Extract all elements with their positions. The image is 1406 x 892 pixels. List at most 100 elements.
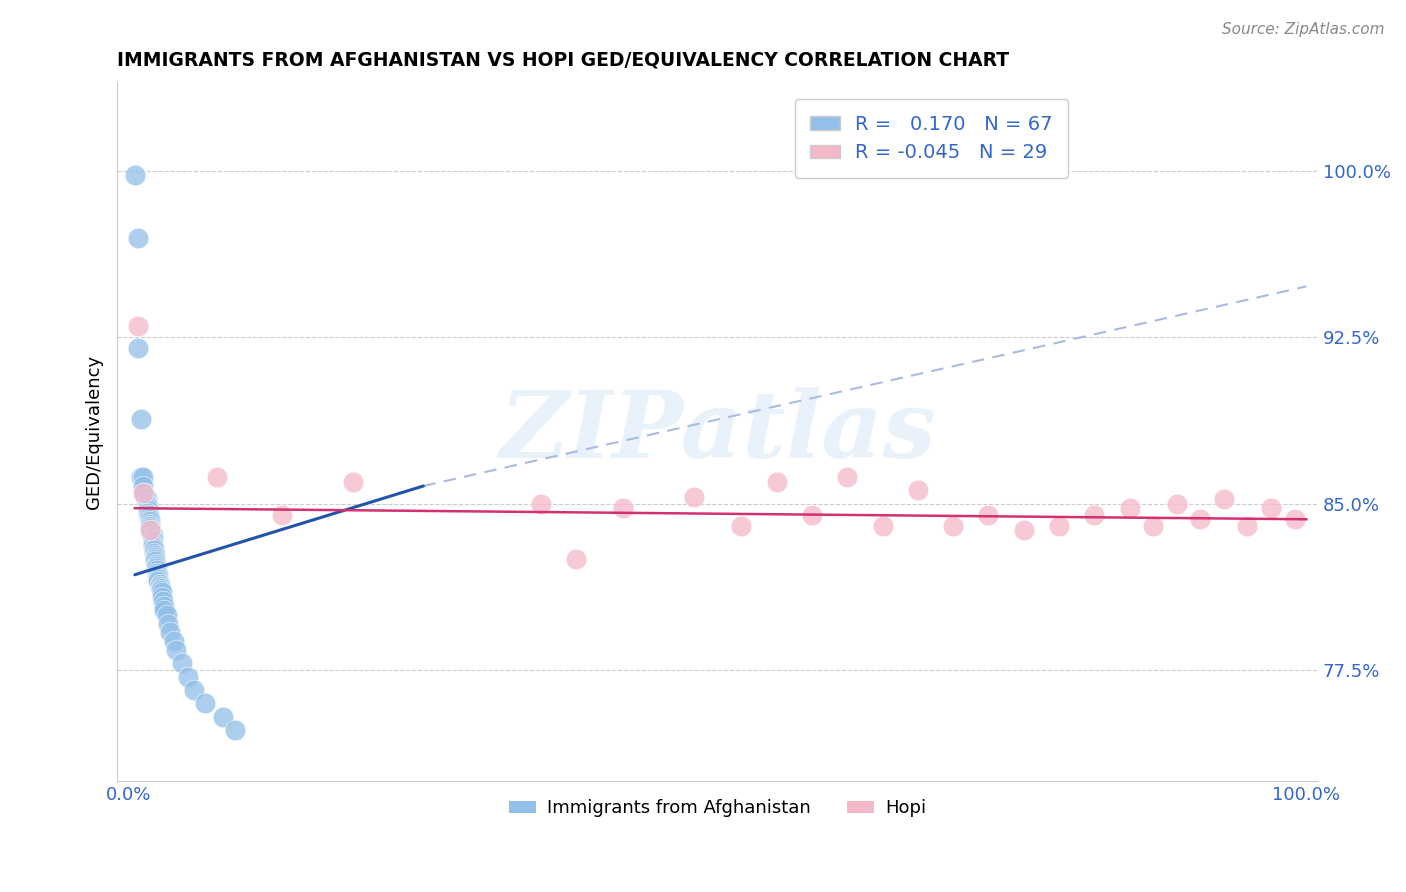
- Point: [163, 634, 186, 648]
- Point: [143, 549, 166, 564]
- Point: [139, 512, 162, 526]
- Point: [145, 557, 167, 571]
- Point: [135, 492, 157, 507]
- Point: [145, 561, 167, 575]
- Point: [139, 524, 162, 538]
- Point: [139, 515, 162, 529]
- Point: [1236, 519, 1258, 533]
- Point: [271, 508, 294, 522]
- Point: [153, 599, 176, 613]
- Legend: Immigrants from Afghanistan, Hopi: Immigrants from Afghanistan, Hopi: [502, 792, 934, 824]
- Point: [150, 590, 173, 604]
- Point: [942, 519, 965, 533]
- Point: [837, 470, 859, 484]
- Point: [134, 485, 156, 500]
- Point: [124, 169, 146, 183]
- Point: [156, 616, 179, 631]
- Point: [148, 570, 170, 584]
- Point: [139, 519, 162, 533]
- Text: IMMIGRANTS FROM AFGHANISTAN VS HOPI GED/EQUIVALENCY CORRELATION CHART: IMMIGRANTS FROM AFGHANISTAN VS HOPI GED/…: [117, 51, 1010, 70]
- Point: [127, 319, 149, 334]
- Point: [730, 519, 752, 533]
- Point: [141, 524, 163, 538]
- Point: [1166, 497, 1188, 511]
- Point: [212, 709, 235, 723]
- Point: [129, 470, 152, 484]
- Point: [132, 485, 155, 500]
- Point: [1189, 512, 1212, 526]
- Point: [141, 533, 163, 547]
- Point: [224, 723, 246, 737]
- Point: [141, 534, 163, 549]
- Point: [141, 530, 163, 544]
- Point: [170, 657, 193, 671]
- Point: [977, 508, 1000, 522]
- Point: [143, 552, 166, 566]
- Point: [148, 574, 170, 589]
- Point: [683, 490, 706, 504]
- Point: [136, 499, 159, 513]
- Point: [127, 230, 149, 244]
- Y-axis label: GED/Equivalency: GED/Equivalency: [86, 355, 103, 508]
- Point: [765, 475, 787, 489]
- Point: [146, 563, 169, 577]
- Point: [148, 579, 170, 593]
- Point: [141, 539, 163, 553]
- Point: [139, 521, 162, 535]
- Point: [149, 583, 172, 598]
- Point: [149, 581, 172, 595]
- Point: [132, 470, 155, 484]
- Point: [153, 603, 176, 617]
- Point: [1119, 501, 1142, 516]
- Point: [142, 541, 165, 555]
- Point: [1213, 492, 1236, 507]
- Point: [156, 607, 179, 622]
- Point: [138, 508, 160, 522]
- Point: [800, 508, 823, 522]
- Point: [1284, 512, 1306, 526]
- Point: [142, 543, 165, 558]
- Point: [132, 479, 155, 493]
- Point: [148, 567, 170, 582]
- Point: [141, 537, 163, 551]
- Point: [207, 470, 229, 484]
- Point: [152, 594, 174, 608]
- Point: [135, 494, 157, 508]
- Point: [141, 525, 163, 540]
- Point: [146, 566, 169, 580]
- Point: [143, 554, 166, 568]
- Point: [127, 342, 149, 356]
- Point: [194, 697, 217, 711]
- Point: [136, 503, 159, 517]
- Point: [142, 545, 165, 559]
- Point: [907, 483, 929, 498]
- Point: [565, 552, 588, 566]
- Point: [136, 501, 159, 516]
- Point: [612, 501, 634, 516]
- Point: [530, 497, 553, 511]
- Point: [145, 558, 167, 573]
- Point: [135, 497, 157, 511]
- Point: [183, 683, 205, 698]
- Point: [159, 625, 181, 640]
- Text: Source: ZipAtlas.com: Source: ZipAtlas.com: [1222, 22, 1385, 37]
- Point: [1047, 519, 1070, 533]
- Point: [148, 572, 170, 586]
- Point: [150, 585, 173, 599]
- Point: [165, 643, 187, 657]
- Point: [136, 506, 159, 520]
- Point: [139, 516, 162, 531]
- Point: [1260, 501, 1282, 516]
- Point: [138, 510, 160, 524]
- Point: [134, 490, 156, 504]
- Point: [143, 548, 166, 562]
- Point: [1083, 508, 1105, 522]
- Text: ZIPatlas: ZIPatlas: [499, 386, 936, 476]
- Point: [177, 670, 200, 684]
- Point: [872, 519, 894, 533]
- Point: [342, 475, 364, 489]
- Point: [1012, 524, 1035, 538]
- Point: [1142, 519, 1164, 533]
- Point: [129, 412, 152, 426]
- Point: [148, 576, 170, 591]
